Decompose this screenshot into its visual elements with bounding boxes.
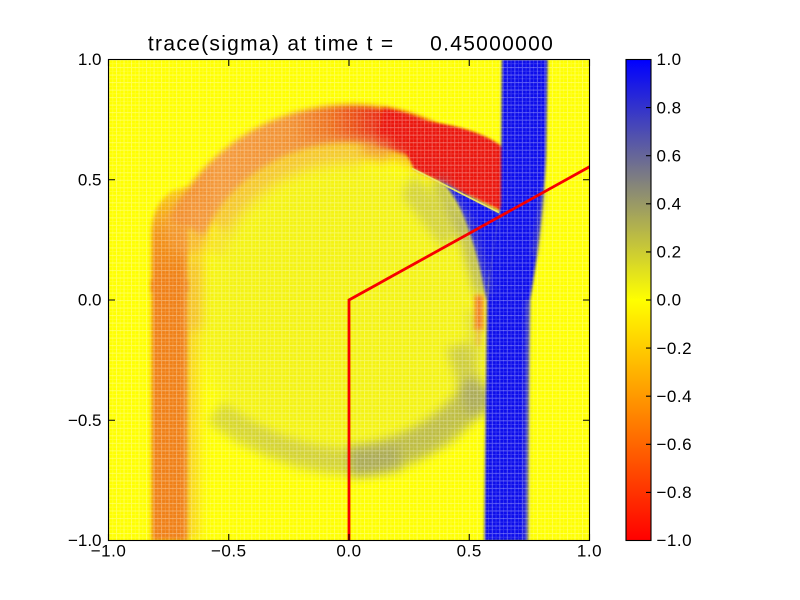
svg-text:0.5: 0.5 <box>78 170 102 189</box>
svg-text:1.0: 1.0 <box>657 50 682 69</box>
svg-text:−1.0: −1.0 <box>68 531 102 550</box>
svg-text:0.6: 0.6 <box>657 146 682 165</box>
svg-text:0.0: 0.0 <box>78 291 102 310</box>
svg-text:−0.5: −0.5 <box>211 542 247 561</box>
svg-text:trace(sigma) at time t = 0: trace(sigma) at time t = 0.45000000 <box>148 33 554 56</box>
svg-text:1.0: 1.0 <box>78 50 102 69</box>
svg-text:0.4: 0.4 <box>657 195 682 214</box>
svg-text:0.5: 0.5 <box>457 542 482 561</box>
svg-text:0.8: 0.8 <box>657 98 682 117</box>
svg-text:−0.8: −0.8 <box>657 483 693 502</box>
svg-text:−0.6: −0.6 <box>657 435 693 454</box>
svg-text:−0.4: −0.4 <box>657 387 693 406</box>
svg-text:0.0: 0.0 <box>336 542 361 561</box>
svg-text:−0.5: −0.5 <box>68 411 102 430</box>
svg-text:−1.0: −1.0 <box>91 542 127 561</box>
svg-text:−0.2: −0.2 <box>657 339 693 358</box>
svg-text:0.0: 0.0 <box>657 291 682 310</box>
svg-text:−1.0: −1.0 <box>657 531 693 550</box>
svg-text:0.2: 0.2 <box>657 243 682 262</box>
svg-text:1.0: 1.0 <box>577 542 602 561</box>
